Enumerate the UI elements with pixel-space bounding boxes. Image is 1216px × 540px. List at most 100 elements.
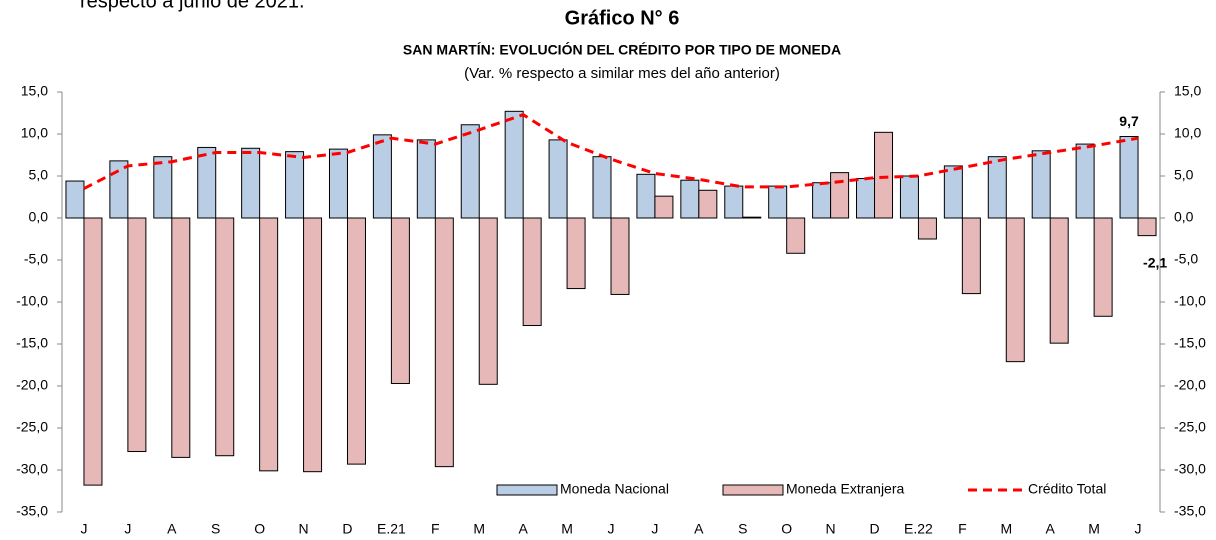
y-tick-label: -30,0 bbox=[16, 461, 48, 477]
x-tick-label: N bbox=[298, 521, 308, 537]
x-tick-label: J bbox=[124, 521, 131, 537]
bar bbox=[961, 217, 981, 295]
x-tick-label: O bbox=[781, 521, 792, 537]
bar bbox=[786, 217, 806, 254]
y-tick-label: -15,0 bbox=[16, 335, 48, 351]
x-tick-label: O bbox=[254, 521, 265, 537]
bar bbox=[680, 179, 700, 219]
y2-tick-label: 5,0 bbox=[1174, 167, 1194, 183]
legend-label: Crédito Total bbox=[1028, 481, 1106, 497]
x-tick-label: S bbox=[211, 521, 220, 537]
legend-swatch bbox=[722, 484, 784, 496]
line bbox=[83, 113, 1139, 190]
bar bbox=[1137, 217, 1157, 237]
bar bbox=[874, 131, 894, 219]
bar bbox=[109, 160, 129, 219]
chart-title: Gráfico N° 6 bbox=[565, 7, 680, 29]
x-tick-label: F bbox=[958, 521, 967, 537]
value-label: -2,1 bbox=[1143, 254, 1167, 270]
y2-tick-label: -20,0 bbox=[1174, 377, 1206, 393]
legend-label: Moneda Extranjera bbox=[786, 481, 905, 497]
bar bbox=[83, 217, 103, 486]
document-text: respecto a junio de 2021. bbox=[80, 0, 305, 12]
x-tick-label: N bbox=[826, 521, 836, 537]
x-tick-label: J bbox=[80, 521, 87, 537]
x-tick-label: M bbox=[473, 521, 485, 537]
bar bbox=[241, 147, 261, 219]
bar bbox=[943, 165, 963, 219]
bar bbox=[285, 151, 305, 219]
y2-tick-label: -15,0 bbox=[1174, 335, 1206, 351]
y2-tick-label: -25,0 bbox=[1174, 419, 1206, 435]
bar bbox=[434, 217, 454, 468]
y2-tick-label: -35,0 bbox=[1174, 503, 1206, 519]
bar bbox=[636, 173, 656, 219]
x-tick-label: D bbox=[342, 521, 352, 537]
bar bbox=[215, 217, 235, 457]
value-label: 9,7 bbox=[1119, 113, 1139, 129]
bar bbox=[1075, 143, 1095, 219]
y2-tick-label: -10,0 bbox=[1174, 293, 1206, 309]
legend-label: Moneda Nacional bbox=[560, 481, 669, 497]
y2-tick-label: 15,0 bbox=[1174, 83, 1201, 99]
x-tick-label: M bbox=[1000, 521, 1012, 537]
bar bbox=[346, 217, 366, 465]
bar bbox=[830, 172, 850, 219]
bar bbox=[259, 217, 279, 472]
bar bbox=[1005, 217, 1025, 363]
x-tick-label: M bbox=[561, 521, 573, 537]
bar bbox=[548, 139, 568, 219]
y-tick-label: -20,0 bbox=[16, 377, 48, 393]
x-tick-label: J bbox=[1135, 521, 1142, 537]
bar bbox=[1049, 217, 1069, 344]
bar bbox=[372, 134, 392, 219]
bar bbox=[566, 217, 586, 290]
bar bbox=[987, 156, 1007, 219]
bar bbox=[1093, 217, 1113, 317]
x-tick-label: S bbox=[738, 521, 747, 537]
bar bbox=[153, 156, 173, 219]
x-tick-label: A bbox=[1046, 521, 1056, 537]
x-tick-label: F bbox=[431, 521, 440, 537]
bar bbox=[724, 185, 744, 219]
y2-tick-label: 0,0 bbox=[1174, 209, 1194, 225]
y-tick-label: 5,0 bbox=[29, 167, 49, 183]
x-tick-label: D bbox=[869, 521, 879, 537]
y-tick-label: -5,0 bbox=[24, 251, 48, 267]
bar bbox=[856, 178, 876, 219]
x-tick-label: A bbox=[167, 521, 177, 537]
bar bbox=[504, 110, 524, 219]
bar bbox=[65, 180, 85, 219]
x-tick-label: J bbox=[651, 521, 658, 537]
x-tick-label: A bbox=[694, 521, 704, 537]
y-tick-label: -10,0 bbox=[16, 293, 48, 309]
y-tick-label: 10,0 bbox=[21, 125, 48, 141]
chart-note: (Var. % respecto a similar mes del año a… bbox=[464, 65, 780, 82]
bar bbox=[478, 217, 498, 385]
chart-subtitle: SAN MARTÍN: EVOLUCIÓN DEL CRÉDITO POR TI… bbox=[403, 41, 841, 58]
bar bbox=[197, 146, 217, 219]
legend-swatch bbox=[496, 484, 558, 496]
y-tick-label: -25,0 bbox=[16, 419, 48, 435]
x-tick-label: M bbox=[1088, 521, 1100, 537]
bar bbox=[460, 124, 480, 219]
x-tick-label: A bbox=[518, 521, 528, 537]
bar bbox=[768, 185, 788, 219]
bar bbox=[917, 217, 937, 240]
bar bbox=[1119, 136, 1139, 219]
bar bbox=[654, 195, 674, 219]
bar bbox=[1031, 150, 1051, 219]
bar bbox=[328, 148, 348, 219]
x-tick-label: J bbox=[608, 521, 615, 537]
y-tick-label: 0,0 bbox=[29, 209, 49, 225]
bar bbox=[171, 217, 191, 458]
x-tick-label: E.21 bbox=[377, 521, 406, 537]
y2-tick-label: -5,0 bbox=[1174, 251, 1198, 267]
bar bbox=[742, 216, 762, 219]
x-tick-label: E.22 bbox=[904, 521, 933, 537]
bar bbox=[416, 139, 436, 219]
bar bbox=[522, 217, 542, 327]
bar bbox=[899, 175, 919, 219]
